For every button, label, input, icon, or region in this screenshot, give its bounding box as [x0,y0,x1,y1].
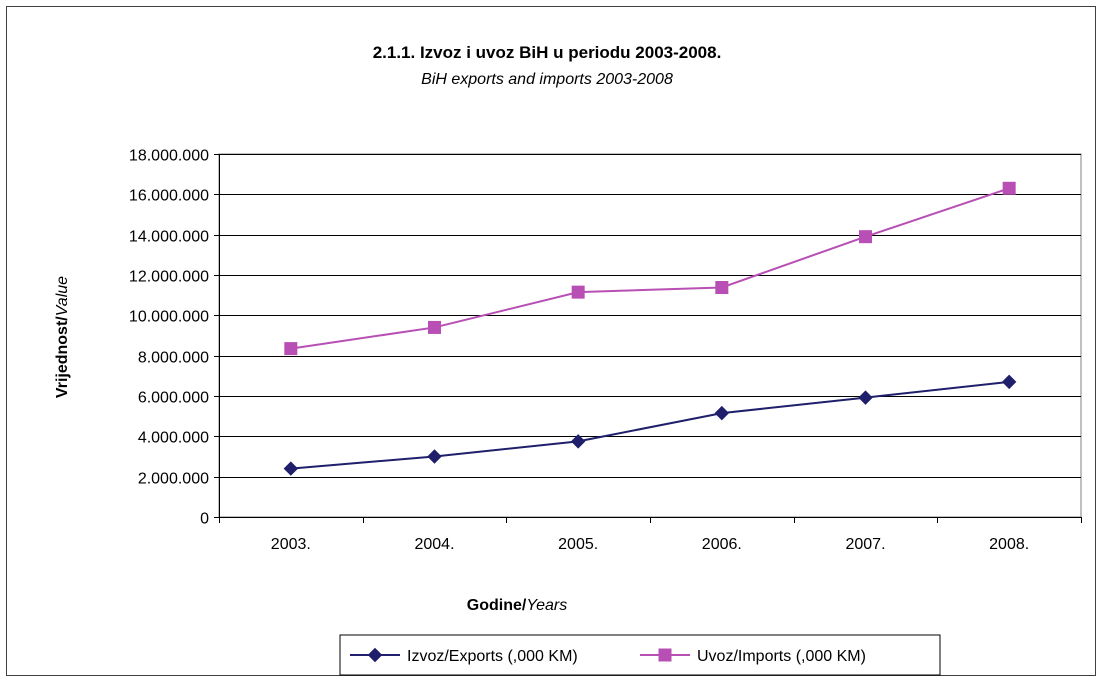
x-tick-label: 2008. [989,536,1029,553]
series-layer [283,181,1017,476]
x-tick-label: 2004. [414,536,454,553]
legend-marker-imports [658,648,672,662]
y-tick-label: 10.000.000 [129,309,209,326]
data-point-exports [427,449,442,464]
data-point-imports [428,320,441,334]
legend-marker-exports [367,647,383,663]
y-tick-label: 16.000.000 [129,188,209,205]
y-axis-label: Vrijednost/Value [54,276,71,398]
data-point-imports [859,230,872,244]
y-tick-label: 8.000.000 [138,350,209,367]
data-point-imports [571,285,585,299]
data-point-exports [714,405,730,421]
x-axis-label-italic: Years [526,597,567,614]
series-line-imports [290,187,1010,350]
data-point-exports [283,461,299,476]
chart-subtitle: BiH exports and imports 2003-2008 [421,71,673,88]
x-axis-label-bold: Godine/ [467,597,527,614]
series-line-exports [290,380,1010,470]
y-axis-label-bold: Vrijednost/ [54,316,71,398]
y-tick-label: 2.000.000 [138,471,209,488]
axis-layer: 0 2.000.000 4.000.000 6.000.000 8.000.000 10.… [129,148,1082,553]
chart-frame: 2.1.1. Izvoz i uvoz BiH u periodu 2003-2… [6,6,1096,676]
y-tick-label: 4.000.000 [138,430,209,447]
x-tick-label: 2006. [702,536,742,553]
y-tick-label: 18.000.000 [129,148,209,165]
y-tick-label: 12.000.000 [129,269,209,286]
data-point-exports [858,390,873,405]
legend: Izvoz/Exports (,000 KM) Uvoz/Imports (,00… [339,634,941,676]
data-point-imports [284,342,298,356]
legend-label-exports: Izvoz/Exports (,000 KM) [407,648,578,665]
chart-title: 2.1.1. Izvoz i uvoz BiH u periodu 2003-2… [373,43,722,62]
y-tick-label: 0 [200,511,209,528]
x-tick-label: 2003. [271,536,311,553]
y-axis-label-italic: Value [54,276,71,316]
data-point-exports [570,434,586,449]
chart-svg: 2.1.1. Izvoz i uvoz BiH u periodu 2003-2… [54,43,1082,676]
data-point-imports [715,281,729,295]
x-axis-label: Godine/Years [467,597,567,614]
legend-label-imports: Uvoz/Imports (,000 KM) [697,648,866,665]
data-point-imports [1002,181,1016,195]
x-tick-label: 2005. [558,536,598,553]
data-point-exports [1001,374,1017,390]
y-tick-label: 14.000.000 [129,229,209,246]
x-tick-label: 2007. [845,536,885,553]
y-tick-label: 6.000.000 [138,390,209,407]
legend-items: Izvoz/Exports (,000 KM) Uvoz/Imports (,00… [350,647,866,665]
